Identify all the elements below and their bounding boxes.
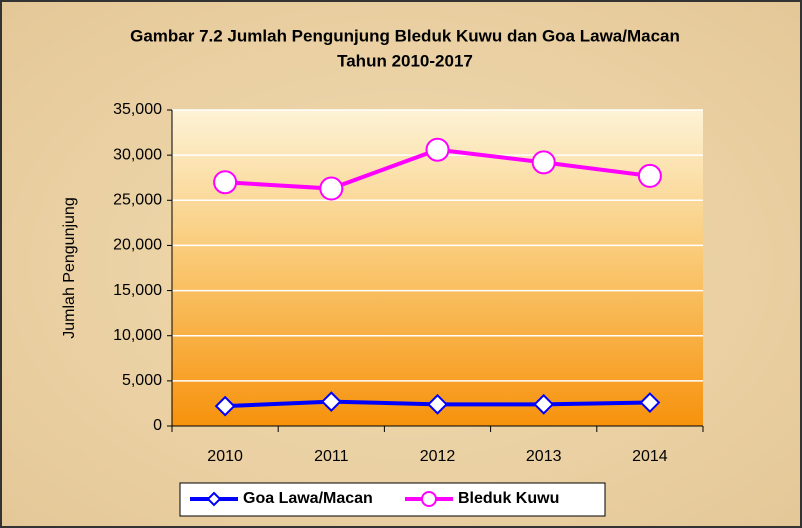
y-tick-label: 25,000 <box>113 192 162 209</box>
legend-marker <box>206 491 222 507</box>
y-tick-label: 10,000 <box>113 327 162 344</box>
legend-label: Goa Lawa/Macan <box>243 490 373 507</box>
marker <box>637 163 662 188</box>
marker <box>319 176 344 201</box>
y-tick-label: 5,000 <box>122 372 162 389</box>
marker <box>639 392 661 413</box>
y-tick-label: 0 <box>153 417 162 434</box>
x-tick-label: 2011 <box>314 448 349 465</box>
marker <box>214 395 236 417</box>
x-tick-label: 2012 <box>420 448 456 465</box>
marker <box>533 393 555 415</box>
x-tick-label: 2010 <box>207 448 243 465</box>
x-tick-label: 2013 <box>526 448 562 465</box>
marker <box>427 393 448 415</box>
y-tick-label: 30,000 <box>113 146 162 163</box>
y-tick-label: 15,000 <box>113 282 162 299</box>
y-tick-label: 35,000 <box>113 101 162 118</box>
x-tick-label: 2014 <box>632 448 668 465</box>
marker <box>213 170 238 195</box>
marker <box>320 391 342 413</box>
legend <box>179 482 606 517</box>
chart-title: Tahun 2010-2017 <box>337 51 473 70</box>
plot-area <box>172 110 703 426</box>
legend-label: Bleduk Kuwu <box>458 490 559 507</box>
legend-marker <box>421 491 437 507</box>
chart-title: Gambar 7.2 Jumlah Pengunjung Bleduk Kuwu… <box>130 26 680 45</box>
marker <box>531 150 556 175</box>
y-axis-label: Jumlah Pengunjung <box>61 197 78 338</box>
marker <box>425 137 450 162</box>
y-tick-label: 20,000 <box>113 237 162 254</box>
